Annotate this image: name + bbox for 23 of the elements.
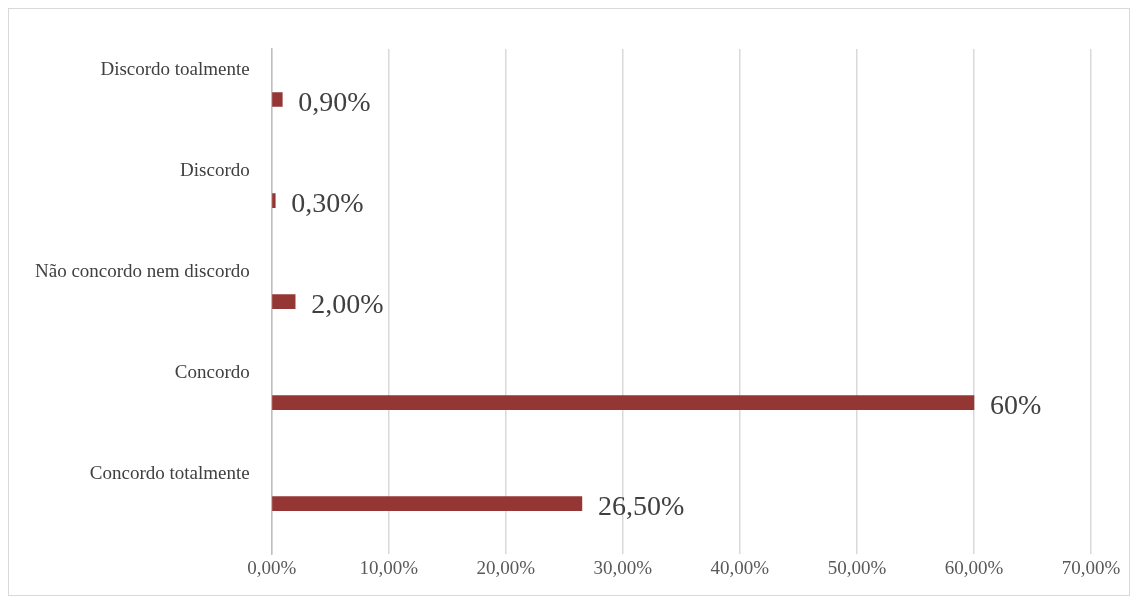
data-label: 0,30%	[291, 186, 364, 218]
x-tick-label: 20,00%	[476, 556, 536, 578]
x-tick-label: 50,00%	[827, 556, 887, 578]
bar	[272, 294, 296, 309]
data-label: 0,90%	[298, 85, 371, 117]
y-tick-label: Não concordo nem discordo	[34, 259, 250, 281]
data-label: 26,50%	[597, 490, 685, 522]
x-tick-label: 0,00%	[247, 556, 297, 578]
y-tick-label: Concordo	[174, 360, 250, 382]
y-tick-label: Concordo totalmente	[89, 461, 250, 483]
bar	[272, 193, 276, 208]
y-tick-label: Discordo	[180, 158, 250, 180]
bar	[272, 92, 283, 107]
x-tick-label: 30,00%	[593, 556, 653, 578]
x-tick-label: 10,00%	[359, 556, 419, 578]
x-tick-label: 60,00%	[944, 556, 1004, 578]
data-label: 60%	[989, 389, 1042, 420]
data-label: 2,00%	[311, 287, 384, 319]
bar	[272, 496, 583, 512]
bar	[272, 395, 975, 410]
x-tick-label: 40,00%	[710, 556, 770, 578]
x-tick-label: 70,00%	[1061, 556, 1121, 578]
y-tick-label: Discordo toalmente	[100, 57, 250, 79]
